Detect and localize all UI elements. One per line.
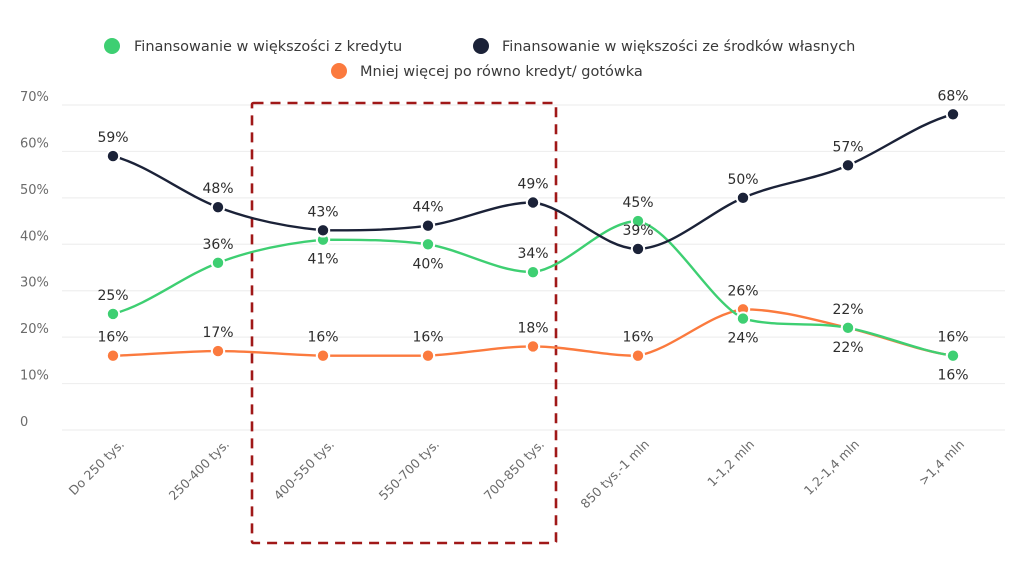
data-point-credit[interactable] xyxy=(737,312,749,324)
data-label-credit: 16% xyxy=(937,368,968,384)
data-point-own-funds[interactable] xyxy=(947,108,959,120)
data-label-own-funds: 39% xyxy=(622,223,653,239)
data-point-own-funds[interactable] xyxy=(527,196,539,208)
x-tick-label: 400-550 tys. xyxy=(271,437,337,503)
x-tick-label: >1,4 mln xyxy=(916,437,968,489)
data-label-credit: 40% xyxy=(412,256,443,272)
data-point-own-funds[interactable] xyxy=(842,159,854,171)
data-point-equal[interactable] xyxy=(422,350,434,362)
legend-label-credit: Finansowanie w większości z kredytu xyxy=(134,39,402,55)
data-point-credit[interactable] xyxy=(422,238,434,250)
data-point-own-funds[interactable] xyxy=(317,224,329,236)
x-tick-label: 250-400 tys. xyxy=(166,437,232,503)
data-label-credit: 34% xyxy=(517,246,548,262)
data-label-credit: 22% xyxy=(832,340,863,356)
data-label-own-funds: 44% xyxy=(412,200,443,216)
data-label-own-funds: 43% xyxy=(307,204,338,220)
y-tick-label: 40% xyxy=(20,229,49,244)
x-tick-label: 1-1,2 mln xyxy=(704,437,757,490)
data-point-credit[interactable] xyxy=(212,257,224,269)
x-tick-label: 550-700 tys. xyxy=(376,437,442,503)
legend-label-own-funds: Finansowanie w większości ze środków wła… xyxy=(502,39,855,55)
legend-label-equal: Mniej więcej po równo kredyt/ gotówka xyxy=(360,64,643,80)
legend-item-equal[interactable]: Mniej więcej po równo kredyt/ gotówka xyxy=(331,63,643,80)
legend-marker-equal xyxy=(331,63,347,79)
x-tick-label: Do 250 tys. xyxy=(66,437,127,498)
series-group: 25% 36% 41% 40% 34% 45% 24% 22% 16% 59% 48% 43% 44% 4… xyxy=(97,88,968,383)
data-point-credit[interactable] xyxy=(947,350,959,362)
data-label-credit: 36% xyxy=(202,237,233,253)
data-point-credit[interactable] xyxy=(107,308,119,320)
legend-marker-credit xyxy=(104,38,120,54)
data-point-credit[interactable] xyxy=(527,266,539,278)
data-point-credit[interactable] xyxy=(842,322,854,334)
data-label-own-funds: 68% xyxy=(937,88,968,104)
data-label-equal: 16% xyxy=(412,330,443,346)
data-label-credit: 24% xyxy=(727,331,758,347)
data-point-own-funds[interactable] xyxy=(422,220,434,232)
data-point-equal[interactable] xyxy=(317,350,329,362)
data-label-credit: 45% xyxy=(622,195,653,211)
data-point-own-funds[interactable] xyxy=(632,243,644,255)
data-label-own-funds: 59% xyxy=(97,130,128,146)
y-tick-label: 10% xyxy=(20,369,49,384)
y-tick-label: 20% xyxy=(20,322,49,337)
data-label-equal: 16% xyxy=(937,330,968,346)
data-label-credit: 25% xyxy=(97,288,128,304)
data-point-equal[interactable] xyxy=(212,345,224,357)
x-tick-label: 1,2-1,4 mln xyxy=(801,437,862,498)
data-label-own-funds: 48% xyxy=(202,181,233,197)
y-axis: 0 10% 20% 30% 40% 50% 60% 70% xyxy=(20,90,49,430)
data-label-equal: 17% xyxy=(202,325,233,341)
y-tick-label: 50% xyxy=(20,183,49,198)
data-label-equal: 16% xyxy=(97,330,128,346)
data-label-own-funds: 49% xyxy=(517,177,548,193)
data-label-equal: 22% xyxy=(832,302,863,318)
legend: Finansowanie w większości z kredytu Fina… xyxy=(104,38,855,80)
data-label-credit: 41% xyxy=(307,252,338,268)
data-label-equal: 16% xyxy=(622,330,653,346)
y-tick-label: 60% xyxy=(20,136,49,151)
y-tick-label: 30% xyxy=(20,276,49,291)
x-tick-label: 700-850 tys. xyxy=(481,437,547,503)
data-label-equal: 26% xyxy=(727,283,758,299)
data-point-equal[interactable] xyxy=(527,340,539,352)
data-label-own-funds: 57% xyxy=(832,139,863,155)
legend-marker-own-funds xyxy=(473,38,489,54)
legend-item-credit[interactable]: Finansowanie w większości z kredytu xyxy=(104,38,402,55)
data-point-equal[interactable] xyxy=(107,350,119,362)
y-tick-label: 0 xyxy=(20,415,28,430)
data-point-equal[interactable] xyxy=(632,350,644,362)
x-tick-label: 850 tys.-1 mln xyxy=(577,437,652,512)
data-point-own-funds[interactable] xyxy=(107,150,119,162)
data-point-own-funds[interactable] xyxy=(737,192,749,204)
legend-item-own-funds[interactable]: Finansowanie w większości ze środków wła… xyxy=(473,38,855,55)
x-axis: Do 250 tys. 250-400 tys. 400-550 tys. 550-7… xyxy=(66,437,967,512)
data-label-equal: 18% xyxy=(517,320,548,336)
data-label-equal: 16% xyxy=(307,330,338,346)
data-point-own-funds[interactable] xyxy=(212,201,224,213)
data-label-own-funds: 50% xyxy=(727,172,758,188)
y-tick-label: 70% xyxy=(20,90,49,105)
